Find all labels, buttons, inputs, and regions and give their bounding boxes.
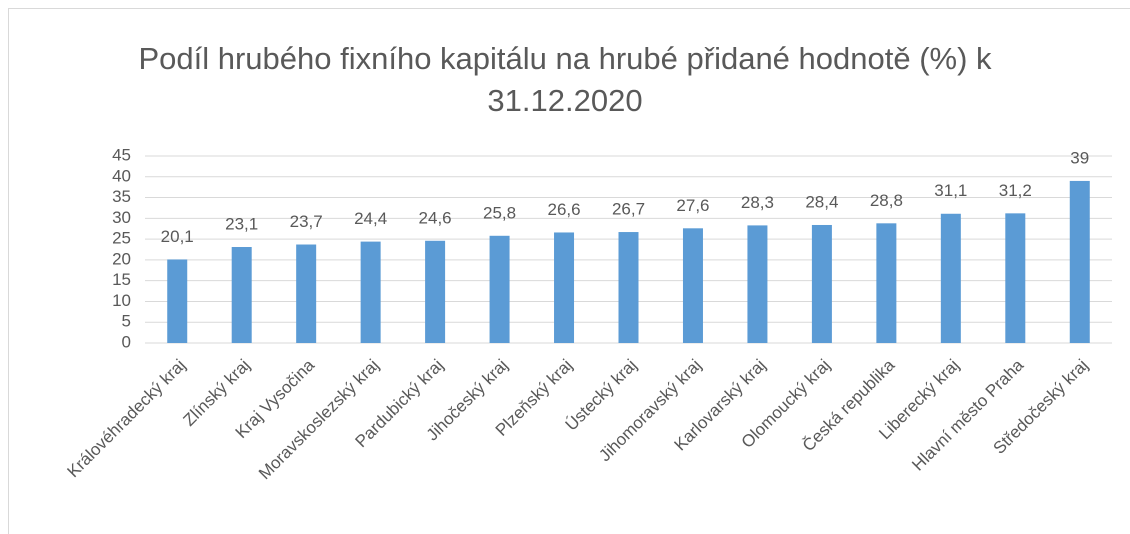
data-label: 28,4 — [805, 192, 838, 211]
x-tick-label: Královéhradecký kraj — [64, 356, 190, 482]
bar — [425, 240, 446, 343]
bar — [618, 232, 639, 343]
bar — [554, 232, 575, 343]
bar — [682, 228, 703, 343]
data-label: 23,1 — [225, 214, 258, 233]
chart-title: Podíl hrubého fixního kapitálu na hrubé … — [138, 41, 992, 118]
data-label: 26,6 — [547, 200, 580, 219]
bar — [231, 247, 252, 343]
data-label: 24,6 — [419, 208, 452, 227]
bar — [876, 223, 897, 343]
bar — [360, 241, 381, 343]
bar — [1069, 180, 1090, 343]
x-tick-label: Moravskoslezský kraj — [255, 356, 383, 484]
x-tick-label: Hlavní město Praha — [908, 355, 1027, 474]
y-tick-label: 15 — [112, 270, 131, 289]
y-tick-label: 35 — [112, 187, 131, 206]
data-label: 31,2 — [999, 181, 1032, 200]
data-label: 39 — [1070, 148, 1089, 167]
bar — [747, 225, 768, 343]
bar — [167, 259, 188, 343]
y-tick-label: 30 — [112, 208, 131, 227]
y-tick-label: 20 — [112, 249, 131, 268]
y-tick-label: 45 — [112, 145, 131, 164]
data-label: 20,1 — [161, 227, 194, 246]
chart-border — [8, 8, 1130, 534]
y-tick-label: 0 — [122, 332, 131, 351]
data-label: 26,7 — [612, 200, 645, 219]
bar — [940, 213, 961, 343]
data-label: 28,8 — [870, 191, 903, 210]
data-label: 31,1 — [934, 181, 967, 200]
data-label: 24,4 — [354, 209, 387, 228]
bar — [811, 224, 832, 343]
data-label: 27,6 — [676, 196, 709, 215]
data-label: 25,8 — [483, 203, 516, 222]
y-tick-label: 40 — [112, 166, 131, 185]
y-tick-label: 25 — [112, 229, 131, 248]
y-tick-label: 5 — [122, 312, 131, 331]
bar — [296, 244, 317, 343]
data-label: 23,7 — [290, 212, 323, 231]
bar — [489, 235, 510, 343]
bar — [1005, 213, 1026, 343]
data-label: 28,3 — [741, 193, 774, 212]
y-tick-label: 10 — [112, 291, 131, 310]
